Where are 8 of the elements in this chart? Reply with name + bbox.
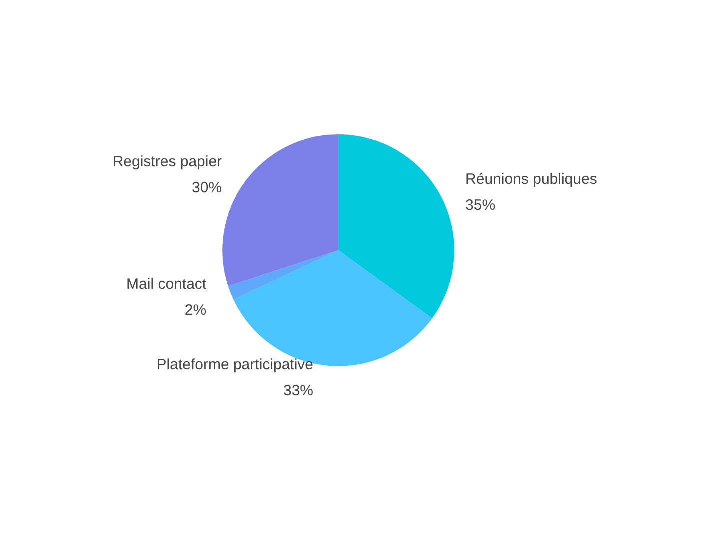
slice-label: Registres papier [112,154,222,171]
data-label: 30% [192,180,222,197]
data-label: 33% [283,382,314,400]
data-label: 35% [466,196,496,214]
slice-label: Réunions publiques [466,170,598,188]
slice-label: Plateforme participative [156,356,314,374]
slice-label: Mail contact [126,276,208,294]
data-label: 2% [184,302,207,320]
